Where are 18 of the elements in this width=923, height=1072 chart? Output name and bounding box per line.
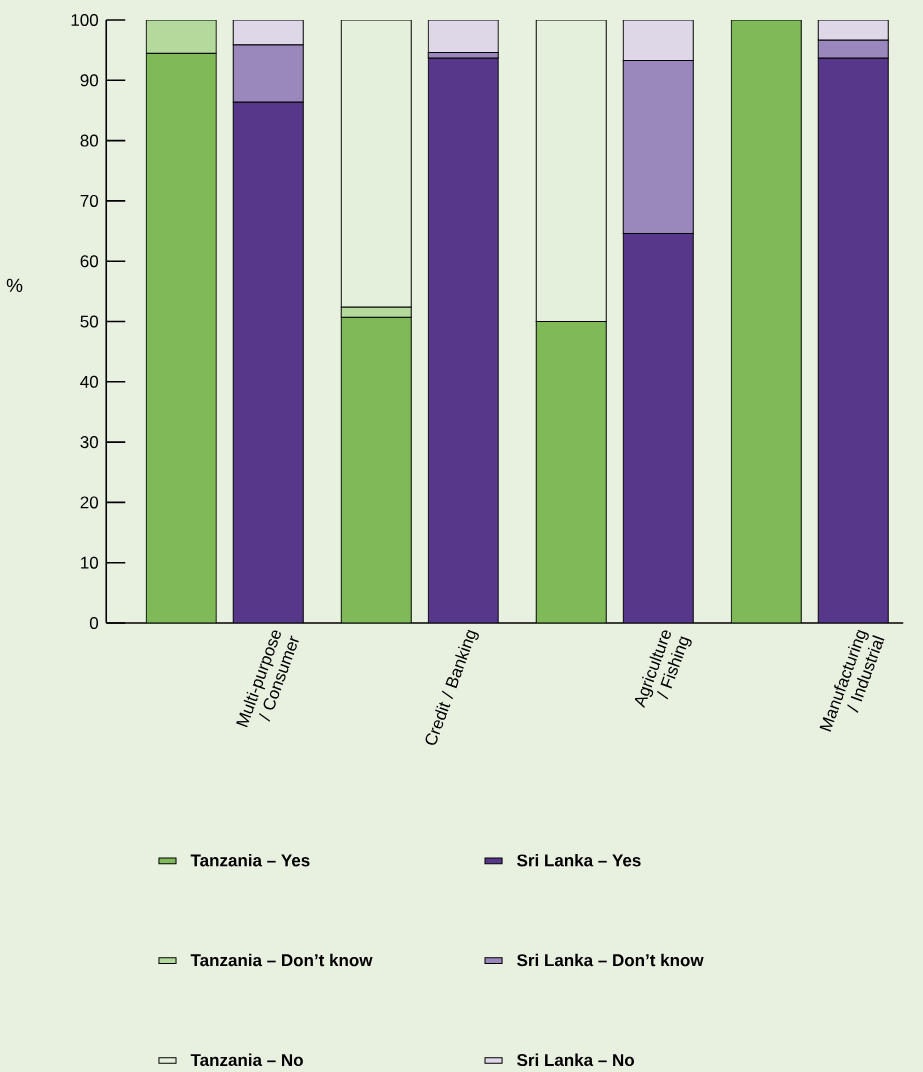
y-tick-label: 10	[80, 556, 98, 569]
y-tick-label: 40	[80, 375, 98, 388]
y-axis-title: %	[6, 278, 23, 292]
legend-label: Tanzania – Yes	[190, 853, 310, 867]
y-tick-label: 50	[80, 315, 98, 328]
y-tick-label: 60	[80, 255, 98, 268]
legend-label: Tanzania – No	[190, 1053, 303, 1067]
legend-label: Sri Lanka – Yes	[516, 853, 641, 867]
y-tick-label: 80	[80, 134, 98, 147]
y-tick-label: 20	[80, 496, 98, 509]
legend-label: Sri Lanka – No	[516, 1053, 634, 1067]
y-tick-label: 90	[80, 74, 98, 87]
legend-label: Tanzania – Don’t know	[190, 953, 373, 967]
y-tick-label: 0	[89, 616, 98, 630]
y-tick-label: 30	[80, 436, 98, 449]
y-tick-label: 100	[71, 13, 98, 27]
y-tick-label: 70	[80, 194, 98, 207]
legend-label: Sri Lanka – Don’t know	[516, 953, 704, 967]
